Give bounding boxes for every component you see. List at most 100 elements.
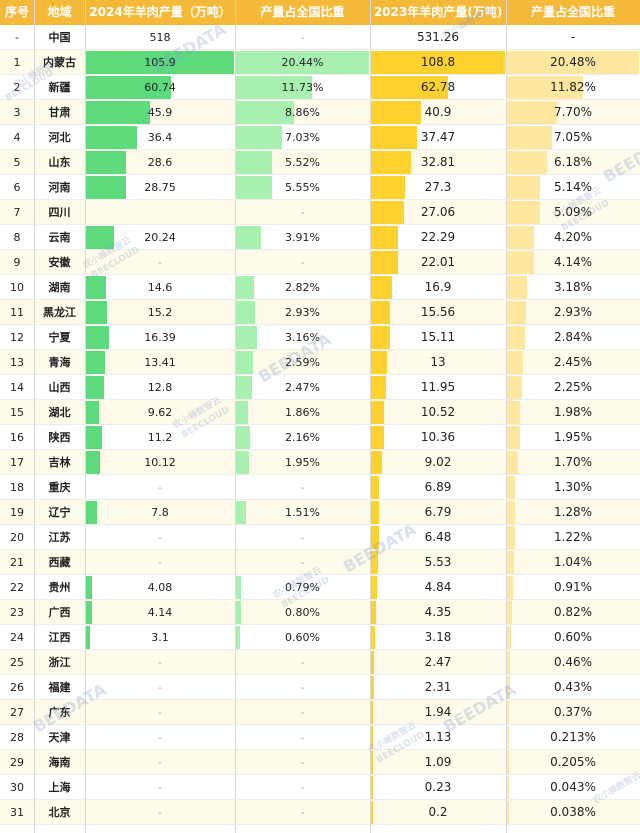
row-divider <box>0 474 640 475</box>
region-cell: 江苏 <box>48 531 71 544</box>
output-2024-cell: 10.12 <box>144 456 176 469</box>
share-2023-cell: 5.09% <box>553 205 593 219</box>
table-row: 11 黑龙江 15.2 2.93% 15.56 2.93% <box>0 300 640 325</box>
region-cell: 天津 <box>48 731 71 744</box>
bar-2023-share <box>507 51 639 74</box>
table-row: 5 山东 28.6 5.52% 32.81 6.18% <box>0 150 640 175</box>
bar-2024-share <box>236 101 294 124</box>
row-divider <box>0 824 640 825</box>
row-divider <box>0 199 640 200</box>
output-2023-cell: 13 <box>430 355 446 369</box>
output-2023-cell: 9.02 <box>424 455 452 469</box>
share-2024-cell: 2.59% <box>285 356 320 369</box>
output-2023-cell: 1.94 <box>424 705 452 719</box>
table-row: 27 广东 - - 1.94 0.37% <box>0 700 640 725</box>
output-2024-cell: 15.2 <box>147 306 173 319</box>
share-2023-cell: 1.95% <box>553 430 593 444</box>
row-divider <box>0 424 640 425</box>
bar-2023-output <box>371 76 449 99</box>
bar-2023-share <box>507 451 518 474</box>
bar-2024-output <box>86 76 171 99</box>
row-divider <box>0 99 640 100</box>
bar-2023-share <box>507 151 547 174</box>
table-row: 16 陕西 11.2 2.16% 10.36 1.95% <box>0 425 640 450</box>
share-2024-cell: - <box>300 481 305 494</box>
bar-2023-output <box>371 201 405 224</box>
table-row: 22 贵州 4.08 0.79% 4.84 0.91% <box>0 575 640 600</box>
bar-2023-output <box>371 426 384 449</box>
output-2024-cell: - <box>158 781 162 794</box>
bar-2023-output <box>371 51 505 74</box>
bar-2023-output <box>371 526 379 549</box>
output-2024-cell: 36.4 <box>147 131 173 144</box>
bar-2023-share <box>507 601 513 624</box>
share-2023-cell: 0.038% <box>550 805 596 819</box>
table-row: 23 广西 4.14 0.80% 4.35 0.82% <box>0 600 640 625</box>
table-row: 2 新疆 60.74 11.73% 62.78 11.82% <box>0 75 640 100</box>
bar-2023-share <box>507 126 553 149</box>
bar-2023-output <box>371 751 373 774</box>
table-row: 18 重庆 - - 6.89 1.30% <box>0 475 640 500</box>
bar-2023-output <box>371 251 399 274</box>
region-cell: 湖北 <box>48 406 71 419</box>
table-row: 31 北京 - - 0.2 0.038% <box>0 800 640 825</box>
bar-2023-share <box>507 576 513 599</box>
region-cell: 吉林 <box>48 456 71 469</box>
share-2023-cell: 1.30% <box>553 480 593 494</box>
bar-2023-share <box>507 326 526 349</box>
bar-2024-output <box>86 276 107 299</box>
row-divider <box>0 774 640 775</box>
share-2023-cell: 1.70% <box>553 455 593 469</box>
output-2023-cell: 22.01 <box>420 255 456 269</box>
output-2023-cell: 4.35 <box>424 605 452 619</box>
rank-cell: 17 <box>10 456 24 469</box>
share-2023-cell: 0.43% <box>553 680 593 694</box>
row-divider <box>0 324 640 325</box>
table-row: 9 安徽 - - 22.01 4.14% <box>0 250 640 275</box>
output-2024-cell: 105.9 <box>144 56 176 69</box>
output-2023-cell: 2.47 <box>424 655 452 669</box>
row-divider <box>0 524 640 525</box>
bar-2023-share <box>507 76 584 99</box>
rank-cell: 16 <box>10 431 24 444</box>
bar-2024-output <box>86 326 109 349</box>
table-row: 26 福建 - - 2.31 0.43% <box>0 675 640 700</box>
row-divider <box>0 49 640 50</box>
bar-2023-output <box>371 101 422 124</box>
share-2024-cell: 0.79% <box>285 581 320 594</box>
bar-2024-output <box>86 401 100 424</box>
bar-2023-output <box>371 351 387 374</box>
share-2023-cell: 0.82% <box>553 605 593 619</box>
table-row: 20 江苏 - - 6.48 1.22% <box>0 525 640 550</box>
output-2023-cell: 15.11 <box>420 330 456 344</box>
region-cell: 黑龙江 <box>43 306 76 319</box>
bar-2023-output <box>371 401 384 424</box>
output-2024-cell <box>85 200 235 225</box>
bar-2023-share <box>507 701 510 724</box>
output-2023-cell: 3.18 <box>424 630 452 644</box>
output-2023-cell: 37.47 <box>420 130 456 144</box>
output-2024-cell: 13.41 <box>144 356 176 369</box>
region-cell: 河北 <box>48 131 71 144</box>
table-row: 4 河北 36.4 7.03% 37.47 7.05% <box>0 125 640 150</box>
bar-2024-output <box>86 351 105 374</box>
share-2023-cell: 1.22% <box>553 530 593 544</box>
share-2024-cell: - <box>300 256 305 269</box>
table-row: 12 宁夏 16.39 3.16% 15.11 2.84% <box>0 325 640 350</box>
row-divider <box>0 799 640 800</box>
output-2024-cell: 4.14 <box>147 606 173 619</box>
bar-2023-share <box>507 376 522 399</box>
bar-2023-share <box>507 426 520 449</box>
bar-2023-output <box>371 301 391 324</box>
region-cell: 中国 <box>48 31 71 44</box>
output-2024-cell: 28.75 <box>144 181 176 194</box>
bar-2024-share <box>236 151 272 174</box>
share-2023-cell: 4.14% <box>553 255 593 269</box>
share-2023-cell: 1.28% <box>553 505 593 519</box>
row-divider <box>0 374 640 375</box>
share-2024-cell: - <box>300 681 305 694</box>
share-2023-cell: 5.14% <box>553 180 593 194</box>
rank-cell: 4 <box>13 131 21 144</box>
region-cell: 山西 <box>48 381 71 394</box>
output-2023-cell: 5.53 <box>424 555 452 569</box>
